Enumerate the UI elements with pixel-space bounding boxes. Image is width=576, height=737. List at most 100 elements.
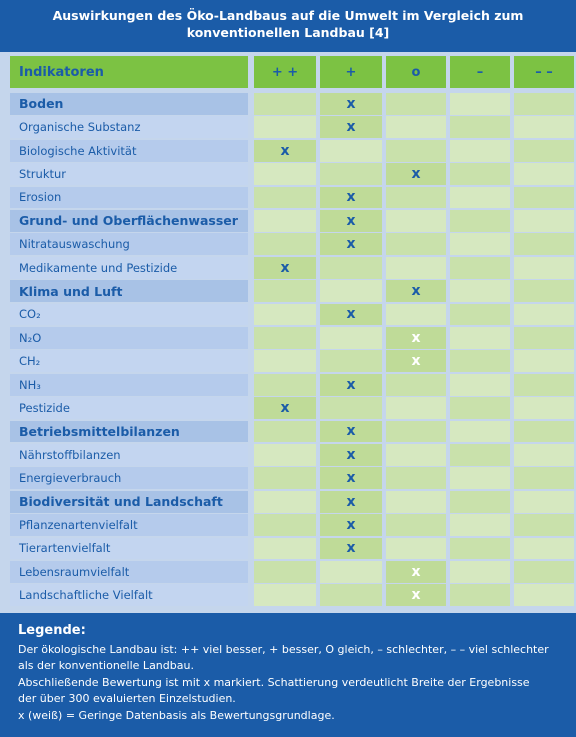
legend: Legende: Der ökologische Landbau ist: ++… [0,613,576,737]
rating-cell [514,139,574,162]
row-label: Organische Substanz [10,116,248,139]
rating-cell [320,561,382,583]
rating-cell [320,139,382,162]
rating-cell [450,467,510,490]
rating-cell [254,116,316,139]
rating-cell [254,233,316,256]
rating-cell [254,444,316,466]
rating-cell [514,210,574,232]
rating-cell [450,420,510,443]
column-header: Indikatoren [10,56,248,88]
row-label: Biologische Aktivität [10,139,248,162]
rating-cell [450,444,510,466]
title-line: Auswirkungen des Öko-Landbaus auf die Um… [52,8,524,23]
rating-cell [450,561,510,583]
rating-cell [450,280,510,302]
row-label: Erosion [10,186,248,209]
rating-cell [254,584,316,607]
legend-line: x (weiß) = Geringe Datenbasis als Bewert… [18,708,335,722]
rating-cell: x [320,233,382,256]
rating-cell [386,256,446,279]
rating-cell [514,116,574,139]
rating-cell [254,210,316,232]
rating-cell [320,280,382,302]
rating-cell [254,537,316,560]
row-label: Landschaftliche Vielfalt [10,584,248,607]
rating-cell [254,514,316,536]
rating-cell: x [320,444,382,466]
rating-cell: x [386,584,446,607]
rating-cell: x [386,280,446,302]
row-label: Struktur [10,163,248,185]
rating-cell [514,186,574,209]
rating-cell: x [320,514,382,536]
rating-cell [450,350,510,373]
column-header: – [450,56,510,88]
rating-cell [450,93,510,115]
rating-cell [386,93,446,115]
row-label: CH₂ [10,350,248,373]
legend-line: der über 300 evaluierten Einzelstudien. [18,692,236,705]
rating-cell [450,514,510,536]
rating-cell [320,397,382,419]
rating-cell [386,373,446,396]
rating-cell [386,210,446,232]
rating-cell: x [320,210,382,232]
rating-cell [386,233,446,256]
row-label: Biodiversität und Landschaft [10,490,248,513]
column-header: + [320,56,382,88]
rating-cell [320,584,382,607]
row-label: Betriebsmittelbilanzen [10,420,248,443]
rating-cell [450,139,510,162]
legend-line: als der konventionelle Landbau. [18,659,194,672]
rating-cell: x [320,420,382,443]
row-label: Medikamente und Pestizide [10,256,248,279]
rating-cell [514,584,574,607]
rating-cell [254,93,316,115]
row-label: Nährstoffbilanzen [10,444,248,466]
rating-cell: x [386,163,446,185]
rating-cell [450,256,510,279]
rating-cell [514,163,574,185]
row-label: Energieverbrauch [10,467,248,490]
rating-cell [514,280,574,302]
row-label: Tierartenvielfalt [10,537,248,560]
row-label: Boden [10,93,248,115]
rating-cell [450,327,510,349]
rating-cell [514,444,574,466]
rating-cell [386,303,446,326]
row-label: NH₃ [10,373,248,396]
rating-cell: x [320,303,382,326]
rating-cell [450,186,510,209]
rating-cell [386,420,446,443]
rating-cell [254,163,316,185]
title-line: konventionellen Landbau [4] [186,25,390,40]
rating-cell [450,210,510,232]
rating-cell [254,350,316,373]
rating-cell [320,163,382,185]
rating-cell [254,420,316,443]
rating-cell [450,233,510,256]
column-header: – – [514,56,574,88]
rating-cell [254,561,316,583]
row-label: Pflanzenartenvielfalt [10,514,248,536]
rating-cell [514,537,574,560]
rating-cell [514,350,574,373]
rating-cell [450,537,510,560]
row-label: Pestizide [10,397,248,419]
column-header: + + [254,56,316,88]
rating-cell [514,327,574,349]
rating-cell [450,373,510,396]
rating-cell [514,514,574,536]
rating-cell [254,327,316,349]
rating-cell: x [386,561,446,583]
rating-cell [386,139,446,162]
rating-cell: x [320,93,382,115]
rating-cell [254,373,316,396]
row-label: Nitratauswaschung [10,233,248,256]
rating-cell [254,186,316,209]
legend-line: Der ökologische Landbau ist: ++ viel bes… [18,642,549,656]
rating-cell [514,373,574,396]
column-header: o [386,56,446,88]
